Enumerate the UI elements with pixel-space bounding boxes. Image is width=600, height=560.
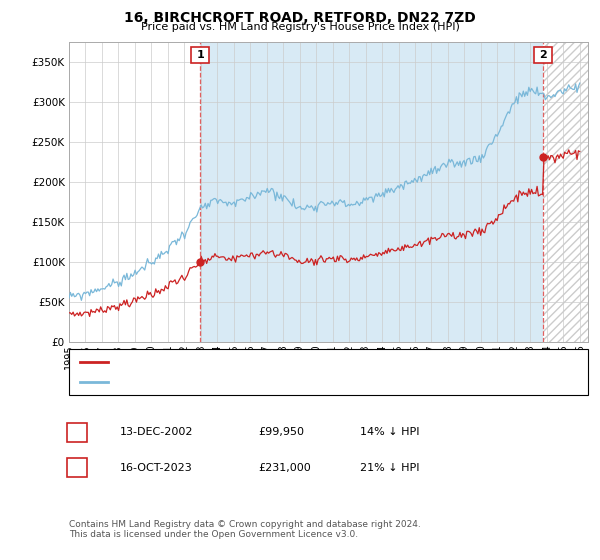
Bar <box>544 42 588 342</box>
Text: 21% ↓ HPI: 21% ↓ HPI <box>360 463 419 473</box>
Text: 16, BIRCHCROFT ROAD, RETFORD, DN22 7ZD (detached house): 16, BIRCHCROFT ROAD, RETFORD, DN22 7ZD (… <box>114 357 445 367</box>
Text: Price paid vs. HM Land Registry's House Price Index (HPI): Price paid vs. HM Land Registry's House … <box>140 22 460 32</box>
Bar <box>200 42 544 342</box>
Text: HPI: Average price, detached house, Bassetlaw: HPI: Average price, detached house, Bass… <box>114 377 360 387</box>
Text: 16-OCT-2023: 16-OCT-2023 <box>120 463 193 473</box>
Text: Contains HM Land Registry data © Crown copyright and database right 2024.
This d: Contains HM Land Registry data © Crown c… <box>69 520 421 539</box>
Text: 1: 1 <box>196 50 204 60</box>
Text: 1: 1 <box>73 427 80 437</box>
Text: 2: 2 <box>73 463 80 473</box>
Text: 16, BIRCHCROFT ROAD, RETFORD, DN22 7ZD: 16, BIRCHCROFT ROAD, RETFORD, DN22 7ZD <box>124 11 476 25</box>
Text: 2: 2 <box>539 50 547 60</box>
Text: £99,950: £99,950 <box>258 427 304 437</box>
Text: £231,000: £231,000 <box>258 463 311 473</box>
Text: 14% ↓ HPI: 14% ↓ HPI <box>360 427 419 437</box>
Text: 13-DEC-2002: 13-DEC-2002 <box>120 427 193 437</box>
